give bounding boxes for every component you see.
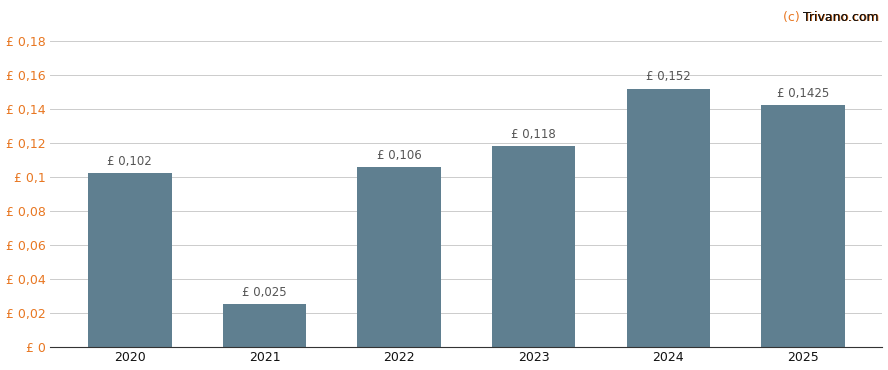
Text: £ 0,102: £ 0,102: [107, 155, 152, 168]
Text: (c) Trivano.com: (c) Trivano.com: [782, 11, 879, 24]
Bar: [223, 304, 306, 347]
Bar: [357, 166, 440, 347]
Bar: [492, 146, 575, 347]
Text: Trivano.com: Trivano.com: [804, 11, 879, 24]
Text: £ 0,118: £ 0,118: [511, 128, 556, 141]
Text: £ 0,106: £ 0,106: [377, 148, 422, 162]
Bar: [627, 88, 710, 347]
Text: £ 0,025: £ 0,025: [242, 286, 287, 299]
Text: £ 0,1425: £ 0,1425: [777, 87, 829, 100]
Text: Trivano.com: Trivano.com: [804, 11, 879, 24]
Text: £ 0,152: £ 0,152: [646, 70, 691, 84]
Bar: [88, 174, 171, 347]
Bar: [761, 105, 844, 347]
